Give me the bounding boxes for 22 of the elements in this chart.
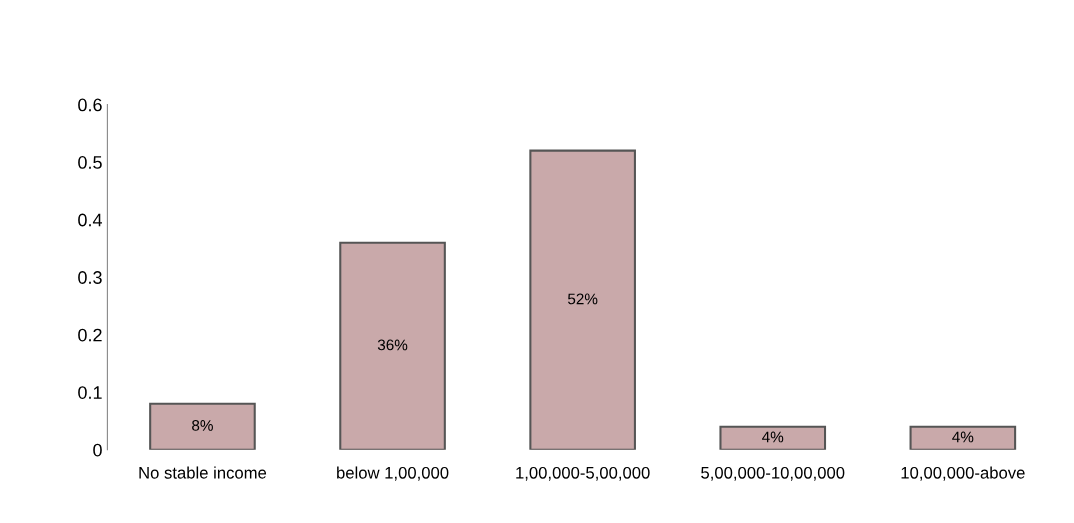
bar: [909, 425, 1017, 450]
y-tick-label: 0: [93, 443, 102, 457]
y-tick-label: 0.3: [78, 271, 102, 284]
data-label: 52%: [567, 293, 598, 305]
bar: [149, 402, 256, 450]
y-tick-label: 0.2: [78, 328, 102, 342]
bar: [529, 149, 636, 450]
data-label: 4%: [762, 431, 784, 443]
bar: [719, 425, 827, 450]
bar: [339, 241, 446, 450]
x-tick-label: 5,00,000-10,00,000: [701, 466, 845, 481]
x-tick-label: No stable income: [139, 466, 267, 479]
y-tick-label: 0.5: [78, 156, 102, 169]
data-label: 36%: [377, 339, 408, 351]
x-tick-label: 1,00,000-5,00,000: [516, 466, 650, 481]
y-tick-label: 0.4: [78, 213, 103, 227]
y-tick-label: 0.1: [78, 386, 102, 399]
x-tick-label: 10,00,000-above: [901, 466, 1025, 481]
data-label: 4%: [952, 431, 974, 443]
x-tick-label: below 1,00,000: [337, 466, 449, 481]
data-label: 8%: [192, 420, 213, 431]
y-tick-label: 0.6: [78, 98, 102, 112]
